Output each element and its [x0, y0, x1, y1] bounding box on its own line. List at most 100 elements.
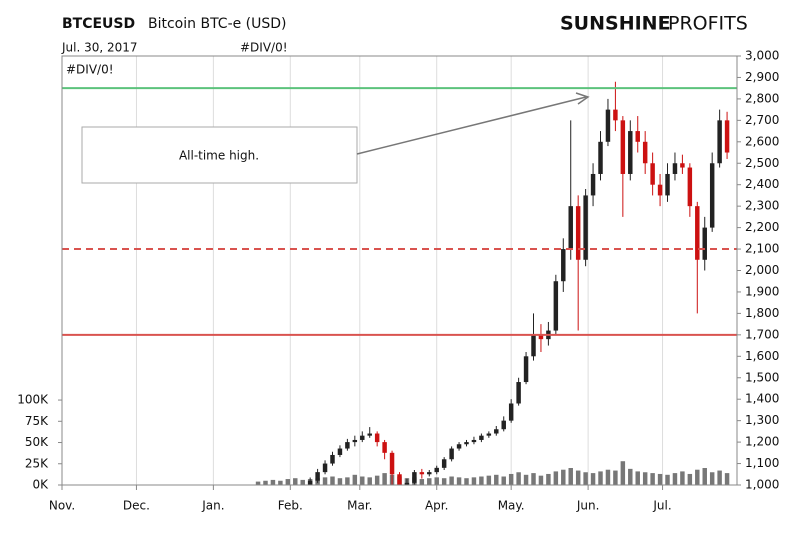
- y2-tick-label: 75K: [25, 414, 49, 428]
- volume-bar: [352, 474, 358, 485]
- volume-bar: [613, 470, 618, 485]
- volume-bar: [456, 477, 462, 485]
- candle-body: [508, 403, 514, 421]
- candle-body: [382, 442, 387, 453]
- candle-body: [449, 448, 454, 460]
- y2-tick-label: 25K: [25, 456, 49, 470]
- y2-tick-label: 0K: [32, 478, 49, 492]
- candle-body: [307, 480, 313, 485]
- x-tick-label: Apr.: [425, 499, 448, 513]
- y-tick-label: 2,900: [745, 70, 779, 84]
- y-tick-label: 2,300: [745, 199, 779, 213]
- candle-body: [672, 163, 678, 174]
- candle-body: [345, 442, 350, 449]
- candle-body: [523, 356, 529, 383]
- x-tick-label: Mar.: [347, 499, 372, 513]
- candle-body: [687, 167, 693, 207]
- x-tick-label: Jan.: [201, 499, 224, 513]
- candle-body: [427, 472, 432, 475]
- volume-bar: [657, 473, 663, 485]
- ticker: BTCEUSD: [62, 16, 135, 32]
- annotation: All-time high.: [179, 149, 259, 163]
- volume-bar: [255, 481, 261, 485]
- volume-bar: [360, 476, 365, 485]
- candle-body: [628, 131, 633, 174]
- candle-body: [501, 420, 506, 430]
- volume-bar: [501, 476, 506, 485]
- y-tick-label: 2,400: [745, 177, 779, 191]
- candle-body: [256, 521, 260, 523]
- candle-body: [412, 472, 417, 483]
- volume-bar: [546, 473, 551, 485]
- x-tick-label: Jul.: [652, 499, 671, 513]
- y2-tick-label: 50K: [25, 435, 49, 449]
- price-area: [255, 81, 730, 523]
- candle-body: [263, 519, 267, 521]
- volume-bar: [702, 468, 707, 485]
- volume-bar: [441, 478, 447, 485]
- volume-bar: [695, 469, 700, 485]
- x-tick-label: Jun.: [576, 499, 600, 513]
- candle-body: [322, 463, 328, 473]
- y-tick-label: 2,800: [745, 91, 779, 105]
- candle-body: [680, 163, 685, 168]
- volume-bar: [642, 472, 648, 485]
- candle-body: [471, 439, 477, 443]
- candle-body: [642, 141, 648, 164]
- subtitle: Bitcoin BTC-e (USD): [148, 16, 287, 32]
- volume-bar: [709, 472, 715, 485]
- candle-body: [657, 184, 663, 196]
- arrow-head: [575, 92, 590, 105]
- candle-body: [516, 382, 521, 404]
- volume-bar: [337, 478, 343, 485]
- candle-body: [620, 120, 626, 174]
- y-tick-label: 1,200: [745, 435, 779, 449]
- volume-bar: [508, 473, 514, 485]
- volume-bar: [665, 474, 670, 485]
- candle-body: [315, 472, 320, 481]
- y-tick-label: 1,400: [745, 392, 779, 406]
- candle-body: [538, 334, 544, 340]
- y-tick-label: 2,700: [745, 113, 779, 127]
- candle-body: [650, 163, 655, 185]
- y-tick-label: 2,000: [745, 263, 779, 277]
- candle-body: [352, 439, 358, 443]
- volume-bar: [568, 468, 573, 485]
- candle-body: [479, 435, 484, 440]
- brand: PROFITS: [668, 13, 748, 35]
- annotation-box: [81, 126, 358, 184]
- candle-body: [330, 454, 335, 464]
- volume-bar: [464, 478, 469, 485]
- volume-bar: [598, 471, 603, 485]
- volume-bar: [672, 473, 678, 485]
- candle-body: [553, 281, 559, 331]
- y-tick-label: 1,700: [745, 327, 779, 341]
- volume-bar: [367, 477, 372, 485]
- volume-bar: [561, 469, 566, 485]
- volume-bar: [278, 480, 283, 485]
- volume-bar: [382, 473, 387, 485]
- annotation-arrow: [356, 96, 587, 155]
- x-tick-label: Feb.: [278, 499, 303, 513]
- volume-bar: [494, 474, 499, 485]
- volume-bar: [293, 478, 298, 485]
- volume-bar: [270, 479, 276, 485]
- x-tick-label: Dec.: [123, 499, 150, 513]
- y-tick-label: 1,800: [745, 306, 779, 320]
- y-tick-label: 2,100: [745, 242, 779, 256]
- candle-body: [271, 515, 275, 519]
- candle-body: [590, 173, 596, 196]
- volume-bar: [531, 473, 536, 485]
- volume-bar: [330, 476, 335, 485]
- volume-bar: [605, 469, 611, 485]
- volume-bar: [285, 479, 291, 485]
- plot-frame: [61, 55, 738, 486]
- candle-body: [695, 206, 700, 260]
- note: #DIV/0!: [66, 63, 114, 77]
- volume-bar: [300, 479, 305, 485]
- y-tick-label: 3,000: [745, 49, 779, 63]
- y-tick-label: 1,100: [745, 456, 779, 470]
- candle-body: [397, 474, 402, 485]
- candle-body: [709, 163, 715, 228]
